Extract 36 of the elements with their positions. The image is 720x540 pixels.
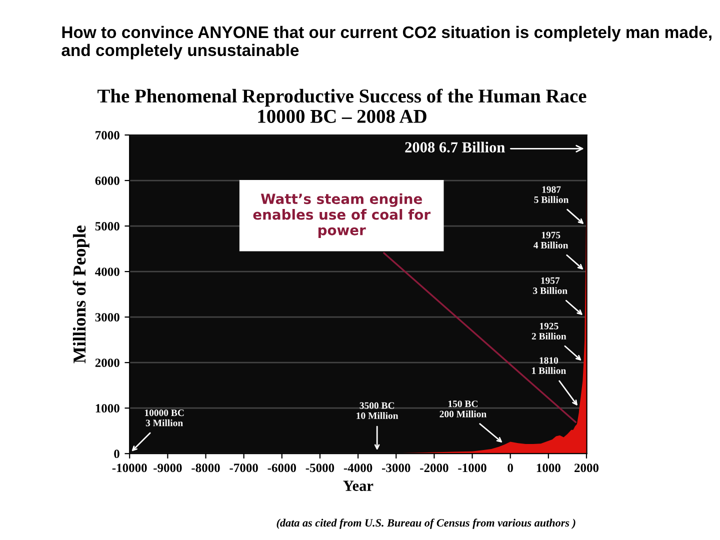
chart-subtitle: The Phenomenal Reproductive Success of the Human Race 10000 BC – 2008 AD: [98, 88, 586, 123]
annotation: 2008 6.7 Billion: [405, 142, 505, 153]
y-tick-label: 3000: [95, 313, 120, 322]
x-tick-label: 2000: [574, 464, 599, 472]
y-tick-label: 1000: [96, 404, 120, 413]
annotation: 1810 1 Billion: [532, 357, 566, 374]
y-tick-label: 2000: [95, 358, 120, 368]
x-tick-label: -5000: [306, 464, 334, 472]
annotation: 150 BC 200 Million: [440, 400, 486, 418]
x-tick-label: -8000: [192, 464, 220, 472]
annotation: Watt’s steam engine enables use of coal for power: [253, 193, 431, 238]
annotation: 3500 BC 10 Million: [356, 402, 398, 419]
x-tick-label: -1000: [458, 464, 486, 472]
x-tick-label: -2000: [420, 464, 448, 472]
annotation: 1987 5 Billion: [534, 186, 569, 203]
chart-title: How to convince ANYONE that our current CO2 situation is completely man made, and completely unsustainable: [62, 26, 712, 60]
x-tick-label: 0: [508, 464, 513, 472]
y-axis-title: Millions of People: [72, 226, 90, 364]
x-tick-label: -3000: [382, 464, 410, 472]
x-tick-label: -6000: [268, 464, 296, 472]
annotation: 1925 2 Billion: [532, 322, 566, 340]
x-tick-label: -7000: [230, 464, 258, 472]
y-tick-label: 5000: [95, 222, 120, 230]
annotation: 1975 4 Billion: [534, 232, 568, 249]
x-axis-title: Year: [343, 480, 374, 491]
y-tick-label: 0: [114, 450, 120, 458]
x-tick-label: 1000: [536, 464, 560, 472]
annotation: 10000 BC 3 Million: [144, 410, 184, 426]
x-tick-label: -9000: [154, 464, 182, 472]
x-tick-label: -4000: [344, 464, 372, 472]
y-tick-label: 7000: [96, 131, 120, 140]
annotation: 1957 3 Billion: [533, 277, 568, 294]
y-tick-label: 4000: [95, 268, 120, 276]
x-tick-label: -10000: [112, 464, 147, 472]
text: (data as cited from U.S. Bureau of Census from various authors ): [276, 518, 576, 529]
y-tick-label: 6000: [95, 176, 120, 185]
